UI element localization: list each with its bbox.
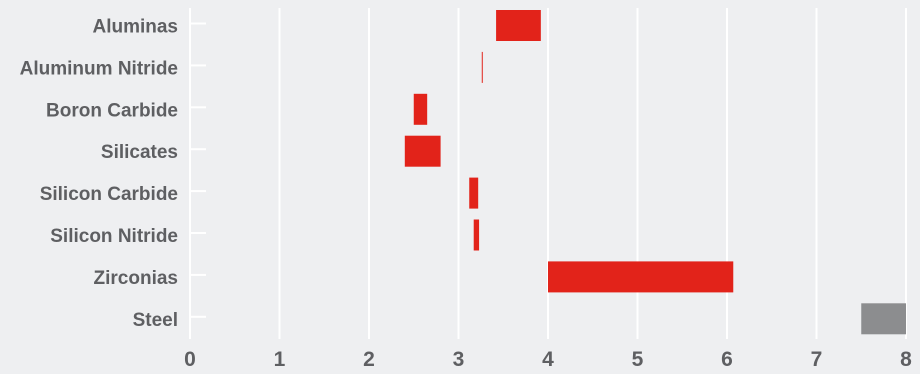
category-label: Aluminas — [92, 17, 178, 38]
bar-silicon-nitride — [473, 219, 480, 251]
x-tick-labels: 0 1 2 3 4 5 6 7 8 — [184, 348, 912, 371]
x-tick-label: 3 — [453, 348, 465, 371]
category-label: Aluminum Nitride — [20, 58, 178, 79]
x-tick-label: 8 — [900, 348, 912, 371]
x-tick-label: 2 — [363, 348, 375, 371]
bar-aluminum-nitride — [481, 51, 483, 83]
category-label: Boron Carbide — [46, 100, 178, 121]
bar-aluminas — [496, 10, 541, 41]
bar-boron-carbide — [413, 93, 428, 125]
category-label: Steel — [133, 310, 178, 331]
category-label: Silicon Nitride — [50, 226, 178, 247]
category-label: Zirconias — [94, 268, 178, 289]
bar-zirconias — [548, 261, 734, 293]
x-tick-label: 6 — [721, 348, 733, 371]
category-label: Silicon Carbide — [40, 184, 178, 205]
x-tick-label: 0 — [184, 348, 196, 371]
x-tick-label: 4 — [542, 348, 554, 371]
bar-silicates — [404, 135, 441, 167]
bar-silicon-carbide — [469, 177, 479, 209]
category-label: Silicates — [101, 142, 178, 163]
x-tick-label: 5 — [632, 348, 644, 371]
x-tick-label: 1 — [274, 348, 286, 371]
category-labels: Aluminas Aluminum Nitride Boron Carbide Sil… — [20, 17, 178, 331]
x-tick-label: 7 — [811, 348, 823, 371]
bar-steel — [861, 303, 906, 335]
bars — [404, 10, 906, 335]
